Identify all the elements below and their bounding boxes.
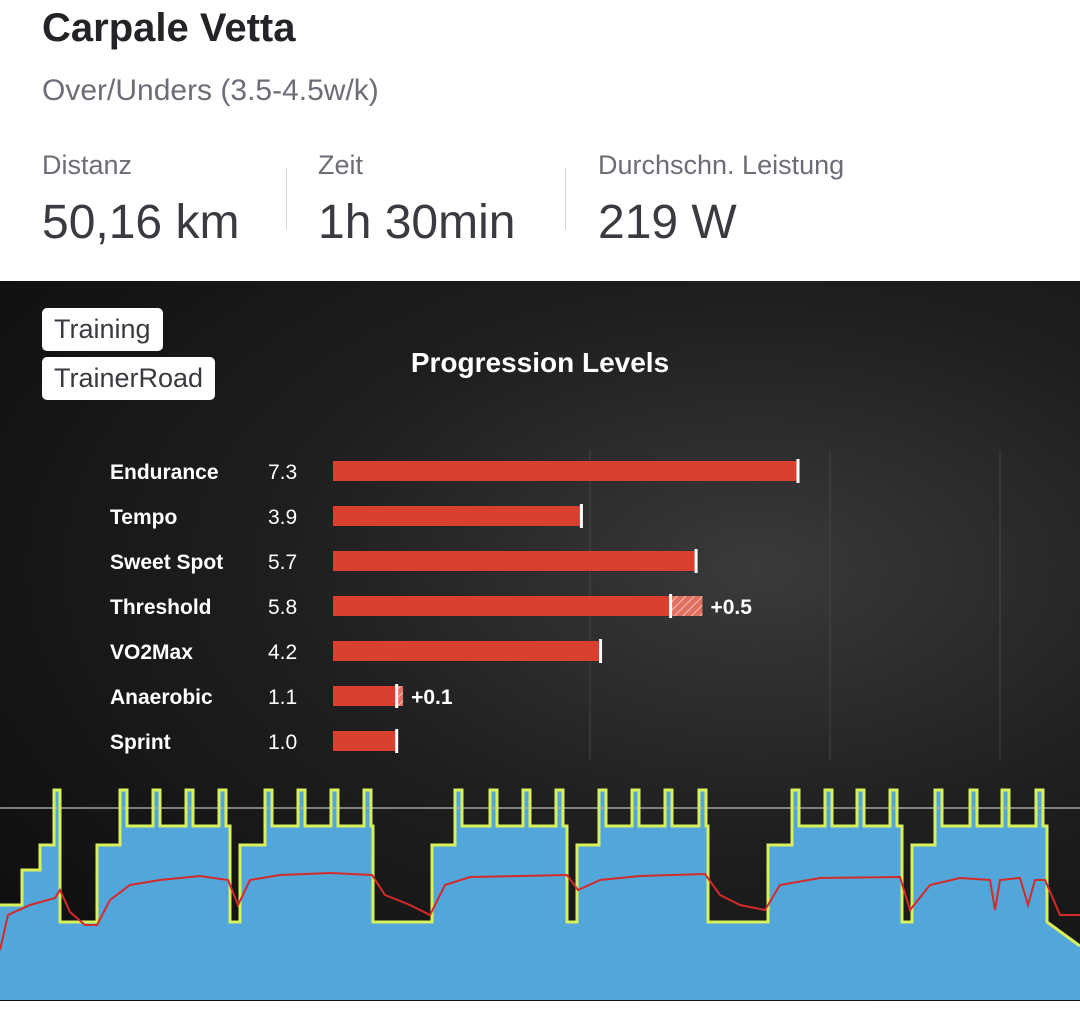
stat-value: 1h 30min xyxy=(318,196,516,249)
bar-marker xyxy=(796,459,800,483)
divider xyxy=(565,168,566,230)
workout-name: Over/Unders (3.5-4.5w/k) xyxy=(42,74,379,107)
bar-value-label: 4.2 xyxy=(268,641,297,664)
activity-title: Carpale Vetta xyxy=(42,6,296,50)
tag-trainerroad[interactable]: TrainerRoad xyxy=(42,357,216,400)
divider xyxy=(286,168,287,230)
power-line xyxy=(0,871,1080,951)
stat-avg-power: Durchschn. Leistung 219 W xyxy=(598,150,844,250)
bar-marker xyxy=(669,594,673,618)
bar xyxy=(333,551,697,571)
stat-distance: Distanz 50,16 km xyxy=(42,150,239,250)
stat-value: 50,16 km xyxy=(42,196,240,249)
bar-marker xyxy=(395,729,399,753)
stat-time: Zeit 1h 30min xyxy=(318,150,515,250)
bar xyxy=(333,596,671,616)
bar-value-label: 3.9 xyxy=(268,506,297,529)
bar-category-label: Sweet Spot xyxy=(110,551,223,574)
bar-increment-label: +0.1 xyxy=(411,686,453,709)
bar xyxy=(333,641,601,661)
bar-value-label: 1.0 xyxy=(268,731,297,754)
bar-increment xyxy=(670,596,703,616)
bar xyxy=(333,731,397,751)
bar-category-label: Sprint xyxy=(110,731,171,754)
bar xyxy=(333,506,582,526)
bar-category-label: Threshold xyxy=(110,596,212,619)
stat-label: Durchschn. Leistung xyxy=(598,150,845,180)
workout-fill xyxy=(0,790,1080,1000)
stat-label: Zeit xyxy=(318,150,364,180)
bar-marker xyxy=(599,639,603,663)
bar-value-label: 5.8 xyxy=(268,596,297,619)
bar-marker xyxy=(694,549,698,573)
tag-training[interactable]: Training xyxy=(42,308,163,351)
bar-marker xyxy=(579,504,583,528)
chart-title: Progression Levels xyxy=(411,347,669,378)
bar xyxy=(333,461,798,481)
stat-value: 219 W xyxy=(598,196,737,249)
bar-category-label: Endurance xyxy=(110,461,219,484)
bar-marker xyxy=(395,684,399,708)
target-line xyxy=(0,788,1080,948)
bar-value-label: 7.3 xyxy=(268,461,297,484)
bar-category-label: Anaerobic xyxy=(110,686,213,709)
bar-value-label: 5.7 xyxy=(268,551,297,574)
bar-category-label: VO2Max xyxy=(110,641,193,664)
progression-levels-image: Progression Levels Endurance 7.3 Tempo 3.9 S… xyxy=(0,347,1080,1000)
bar-value-label: 1.1 xyxy=(268,686,297,709)
bar-category-label: Tempo xyxy=(110,506,177,529)
bar xyxy=(333,686,397,706)
bar-increment xyxy=(396,686,404,706)
stat-label: Distanz xyxy=(42,150,133,180)
bar-increment-label: +0.5 xyxy=(710,596,752,619)
activity-photo[interactable]: Progression Levels Endurance 7.3 Tempo 3.9 S… xyxy=(0,281,1080,1001)
